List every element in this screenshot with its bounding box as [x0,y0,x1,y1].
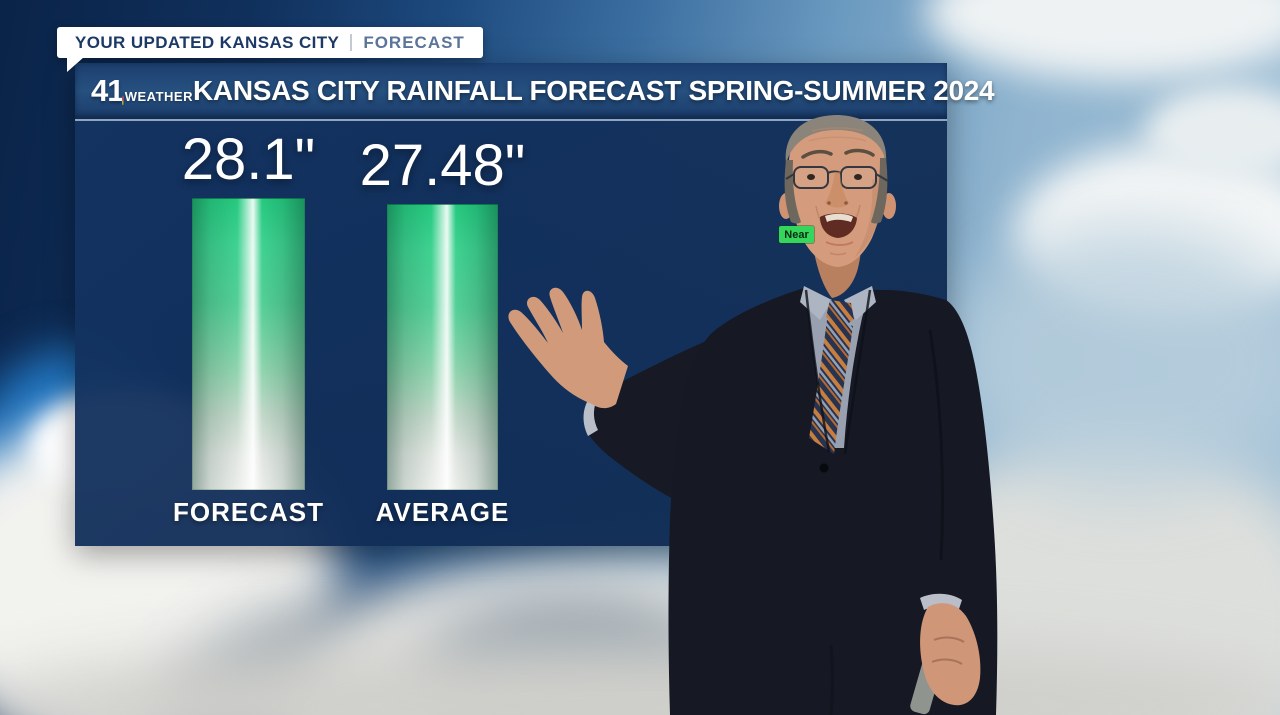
station-logo: 41 WEATHER [91,73,193,109]
bar-column-forecast: 28.1" FORECAST [173,128,323,527]
bar-column-average: 27.48" AVERAGE [360,134,526,527]
cloud [945,225,1280,495]
banner-separator [350,34,353,51]
station-logo-word: WEATHER [124,89,193,104]
nbc-peacock-icon [122,96,124,105]
rainfall-bar-chart: 28.1" FORECAST 27.48" AVERAGE [75,63,947,546]
panel-header: 41 WEATHER KANSAS CITY RAINFALL FORECAST… [75,63,995,121]
bar-label: FORECAST [173,497,324,527]
near-badge: Near [779,226,814,243]
bar-value: 28.1" [181,127,316,193]
cloud [925,0,1280,80]
bar-value: 27.48" [359,133,526,199]
bar-average [387,204,498,490]
cloud [1145,85,1280,180]
banner-primary-text: YOUR UPDATED KANSAS CITY [75,32,340,52]
station-logo-number: 41 [91,73,124,108]
forecast-graphic-panel: 41 WEATHER KANSAS CITY RAINFALL FORECAST… [75,63,995,546]
bar-label: AVERAGE [375,497,510,527]
show-banner: YOUR UPDATED KANSAS CITY FORECAST [57,27,483,72]
chart-title: KANSAS CITY RAINFALL FORECAST SPRING-SUM… [193,75,995,106]
bar-forecast [192,197,305,490]
banner-secondary-text: FORECAST [363,32,465,52]
